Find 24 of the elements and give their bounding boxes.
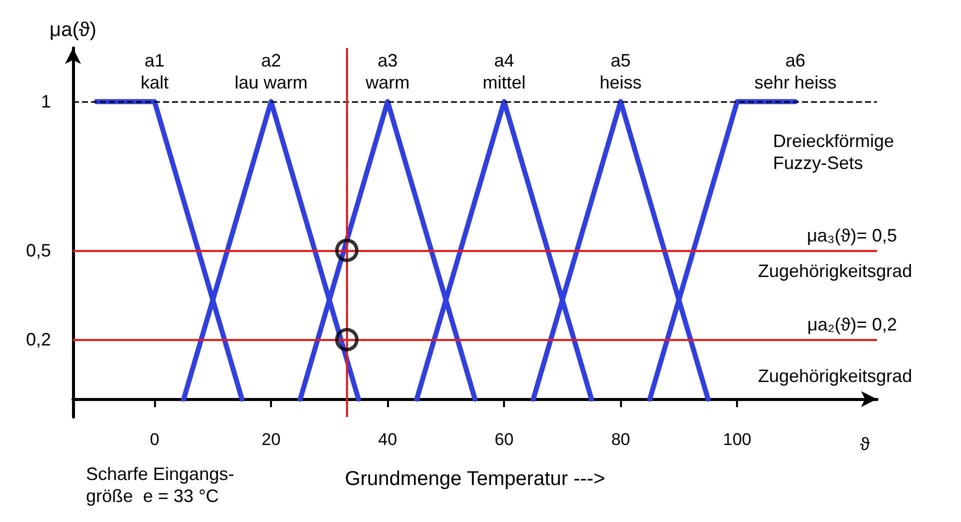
annotation: Dreieckförmige Fuzzy-Sets [773, 131, 894, 173]
series-label: a4 mittel [482, 50, 526, 93]
annotation: Zugehörigkeitsgrad [758, 366, 912, 386]
text: ϑ [860, 434, 870, 454]
series-label: a1 kalt [140, 50, 169, 93]
y-axis-title: μa(ϑ) [50, 19, 96, 41]
x-axis-title: Grundmenge Temperatur ---> [344, 468, 606, 490]
x-tick-label: 20 [262, 430, 281, 449]
y-tick-label: 1 [40, 92, 51, 112]
series-label: a6 sehr heiss [754, 50, 836, 93]
series-label: a2 lau warm [234, 50, 308, 93]
annotation: Zugehörigkeitsgrad [758, 261, 912, 281]
text: Scharfe Eingangs- größe e = 33 °C [86, 464, 234, 506]
ref-line-label: μa₃(ϑ)= 0,5 [806, 225, 897, 246]
x-tick-label: 0 [150, 430, 160, 449]
series-label: a3 warm [364, 50, 410, 93]
x-tick-label: 100 [722, 430, 752, 449]
x-tick-label: 80 [611, 430, 630, 449]
series-label: a5 heiss [600, 50, 642, 93]
x-tick-label: 60 [494, 430, 514, 449]
y-tick-label: 0,5 [26, 240, 51, 260]
ref-line-label: μa₂(ϑ)= 0,2 [807, 314, 897, 335]
y-tick-label: 0,2 [26, 330, 51, 350]
x-tick-label: 40 [378, 430, 398, 449]
